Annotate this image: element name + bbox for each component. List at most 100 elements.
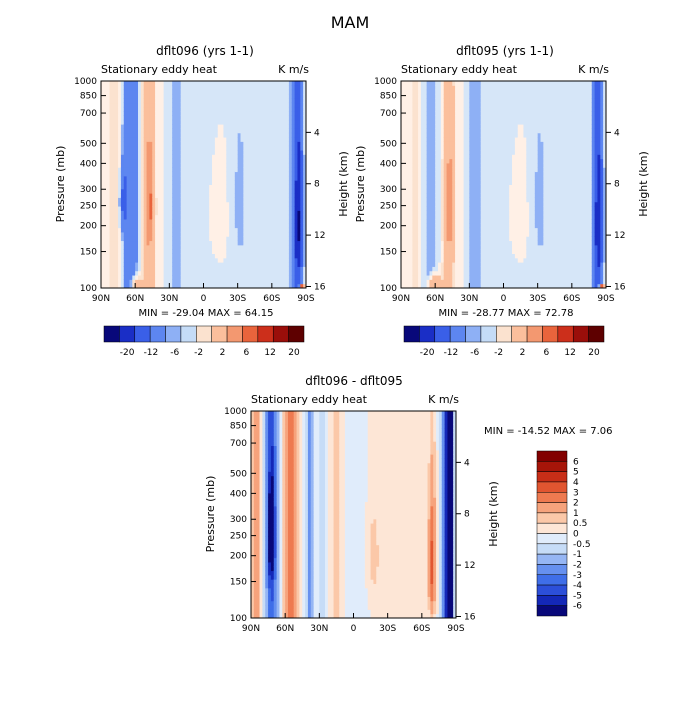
heatmap-cell [221, 128, 224, 133]
heatmap-cell [469, 90, 472, 95]
heatmap-cell [272, 258, 275, 263]
heatmap-cell [138, 271, 141, 276]
heatmap-cell [169, 141, 172, 146]
heatmap-cell [297, 279, 300, 284]
heatmap-cell [410, 236, 413, 241]
heatmap-cell [232, 137, 235, 142]
heatmap-cell [421, 103, 424, 108]
heatmap-cell [297, 202, 300, 207]
heatmap-cell [458, 94, 461, 99]
heatmap-cell [441, 133, 444, 138]
y2-tick-label: 16 [314, 282, 326, 292]
heatmap-cell [424, 197, 427, 202]
heatmap-cell [149, 154, 152, 159]
heatmap-cell [407, 210, 410, 215]
heatmap-cell [164, 176, 167, 181]
heatmap-cell [212, 210, 215, 215]
heatmap-cell [161, 85, 164, 90]
heatmap-cell [152, 210, 155, 215]
heatmap-cell [441, 189, 444, 194]
heatmap-cell [452, 154, 455, 159]
heatmap-cell [246, 146, 249, 151]
heatmap-cell [286, 159, 289, 164]
heatmap-cell [101, 107, 104, 112]
heatmap-cell [124, 167, 127, 172]
heatmap-cell [283, 258, 286, 263]
heatmap-cell [429, 150, 432, 155]
heatmap-cell [438, 232, 441, 237]
heatmap-cell [101, 124, 104, 129]
heatmap-cell [452, 236, 455, 241]
heatmap-cell [252, 258, 255, 263]
heatmap-cell [212, 189, 215, 194]
heatmap-cell [292, 254, 295, 259]
heatmap-cell [138, 275, 141, 280]
heatmap-cell [246, 137, 249, 142]
heatmap-cell [107, 124, 110, 129]
heatmap-cell [215, 271, 218, 276]
heatmap-cell [461, 167, 464, 172]
heatmap-cell [421, 133, 424, 138]
heatmap-cell [481, 120, 484, 125]
heatmap-cell [461, 262, 464, 267]
heatmap-cell [107, 180, 110, 185]
heatmap-cell [246, 167, 249, 172]
heatmap-cell [458, 146, 461, 151]
heatmap-cell [263, 193, 266, 198]
heatmap-cell [241, 90, 244, 95]
heatmap-cell [204, 150, 207, 155]
heatmap-cell [424, 271, 427, 276]
heatmap-cell [161, 146, 164, 151]
heatmap-cell [272, 271, 275, 276]
heatmap-cell [260, 128, 263, 133]
panel-top-right: dflt095 (yrs 1-1) Stationary eddy heat K… [354, 44, 650, 358]
heatmap-cell [172, 94, 175, 99]
heatmap-cell [410, 202, 413, 207]
y2-tick-label: 8 [314, 180, 320, 190]
heatmap-cell [438, 228, 441, 233]
heatmap-cell [204, 210, 207, 215]
heatmap-cell [175, 189, 178, 194]
heatmap-cell [118, 271, 121, 276]
heatmap-cell [297, 266, 300, 271]
heatmap-cell [275, 167, 278, 172]
heatmap-cell [112, 107, 115, 112]
heatmap-cell [195, 189, 198, 194]
heatmap-cell [252, 137, 255, 142]
heatmap-cell [129, 271, 132, 276]
heatmap-cell [432, 249, 435, 254]
heatmap-cell [215, 133, 218, 138]
heatmap-cell [278, 103, 281, 108]
heatmap-cell [110, 154, 113, 159]
heatmap-cell [438, 128, 441, 133]
heatmap-cell [418, 81, 421, 86]
heatmap-cell [107, 275, 110, 280]
heatmap-cell [204, 176, 207, 181]
heatmap-cell [144, 180, 147, 185]
heatmap-cell [241, 81, 244, 86]
heatmap-cell [226, 172, 229, 177]
heatmap-cell [192, 215, 195, 220]
heatmap-cell [255, 228, 258, 233]
heatmap-cell [215, 120, 218, 125]
heatmap-cell [458, 206, 461, 211]
heatmap-cell [209, 180, 212, 185]
heatmap-cell [481, 206, 484, 211]
heatmap-cell [235, 163, 238, 168]
heatmap-cell [441, 180, 444, 185]
heatmap-cell [449, 215, 452, 220]
heatmap-cell [112, 210, 115, 215]
heatmap-cell [112, 90, 115, 95]
heatmap-cell [138, 159, 141, 164]
heatmap-cell [223, 228, 226, 233]
heatmap-cell [260, 167, 263, 172]
heatmap-cell [441, 116, 444, 121]
heatmap-cell [152, 180, 155, 185]
heatmap-cell [141, 159, 144, 164]
heatmap-cell [149, 262, 152, 267]
heatmap-cell [241, 180, 244, 185]
heatmap-cell [181, 185, 184, 190]
heatmap-cell [449, 103, 452, 108]
heatmap-cell [223, 185, 226, 190]
heatmap-cell [286, 146, 289, 151]
